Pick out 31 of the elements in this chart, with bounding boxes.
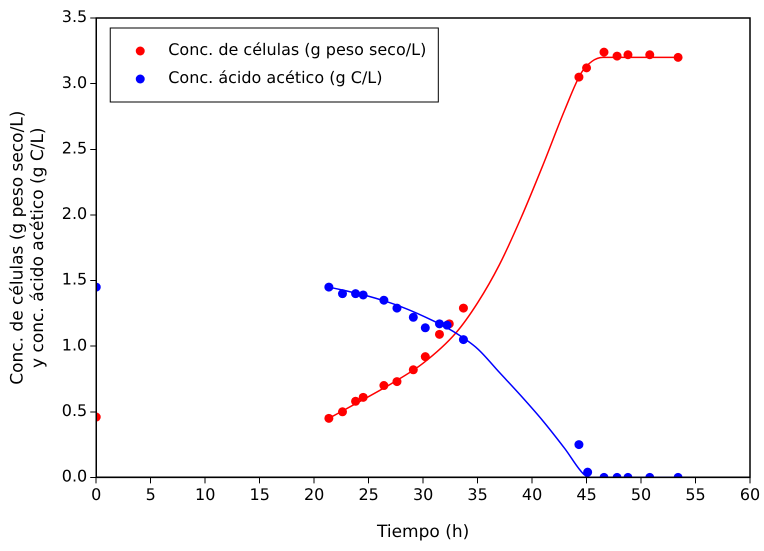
point: [408, 312, 418, 322]
x-tick-label: 40: [522, 485, 542, 504]
x-tick-label: 10: [195, 485, 216, 504]
y-tick-label: 2.0: [62, 204, 88, 224]
y-tick-label: 0.0: [62, 466, 88, 486]
x-tick-label: 0: [91, 485, 102, 504]
y-tick-label: 2.5: [62, 138, 88, 158]
x-tick-label: 45: [576, 485, 597, 504]
point: [574, 440, 584, 450]
y-tick-label: 0.5: [62, 400, 88, 420]
legend-label: Conc. ácido acético (g C/L): [168, 68, 382, 88]
x-axis-title: Tiempo (h): [376, 522, 470, 542]
x-tick-label: 25: [358, 485, 379, 504]
point: [458, 304, 468, 313]
x-tick-label: 55: [685, 485, 706, 504]
point: [599, 48, 608, 57]
point: [434, 330, 444, 339]
x-tick-label: 15: [250, 485, 270, 504]
x-tick-label: 60: [740, 485, 760, 504]
x-tick-label: 20: [304, 485, 324, 504]
x-tick-label: 35: [467, 485, 488, 504]
legend-label: Conc. de células (g peso seco/L): [168, 40, 426, 60]
point: [420, 323, 430, 332]
y-tick-label: 3.0: [62, 72, 88, 92]
y-tick-label: 1.0: [62, 335, 88, 354]
y-tick-label: 3.5: [62, 7, 88, 26]
x-tick-label: 30: [412, 485, 434, 504]
x-tick-label: 5: [146, 485, 156, 504]
y-tick-label: 1.5: [62, 270, 88, 289]
x-tick-label: 50: [630, 485, 652, 504]
y-axis-title: Conc. de células (g peso seco/L) y conc. ácido acético (g C/L): [8, 110, 48, 385]
